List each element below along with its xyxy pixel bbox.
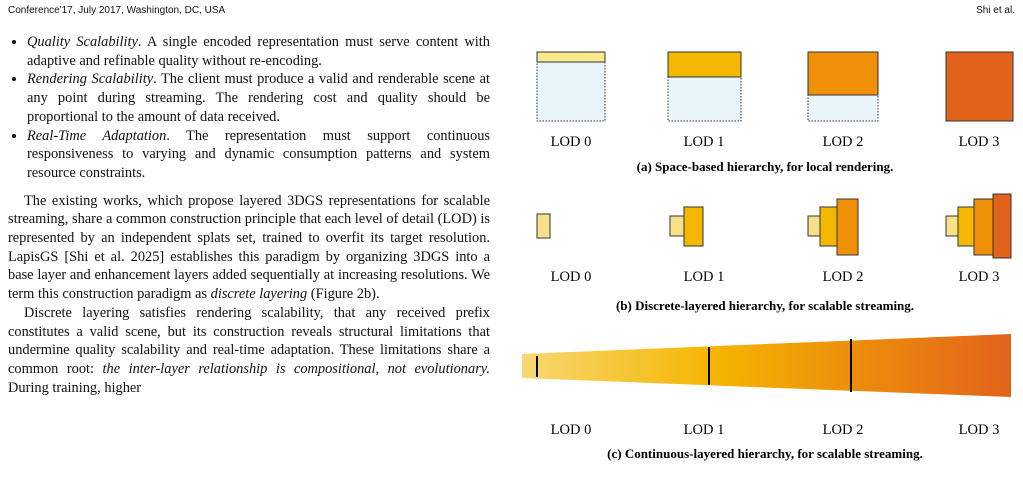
caption: (a) Space-based hierarchy, for local ren… bbox=[637, 159, 894, 174]
paragraph: Discrete layering satisfies rendering sc… bbox=[8, 304, 490, 398]
bullet-text: . The representation must support contin… bbox=[27, 127, 490, 181]
lod-label: LOD 1 bbox=[684, 269, 725, 285]
text-run: The existing works, which propose layere… bbox=[8, 192, 490, 303]
paragraph: The existing works, which propose layere… bbox=[8, 192, 490, 304]
header-venue: Conference'17, July 2017, Washington, DC… bbox=[8, 5, 226, 16]
bullet-item: Rendering Scalability. The client must p… bbox=[27, 70, 490, 126]
header-authors: Shi et al. bbox=[976, 5, 1015, 16]
bullet-term: Quality Scalability bbox=[27, 34, 138, 50]
panel-c bbox=[522, 334, 1011, 397]
lod-label: LOD 1 bbox=[684, 134, 725, 150]
lod-label: LOD 3 bbox=[959, 134, 1000, 150]
bullet-text: . The client must produce a valid and re… bbox=[27, 71, 490, 125]
text-run: (Figure 2b). bbox=[307, 286, 380, 303]
text-column: Quality Scalability. A single encoded re… bbox=[8, 33, 490, 397]
emphasis: discrete layering bbox=[210, 286, 308, 303]
lod-label: LOD 2 bbox=[823, 269, 864, 285]
panel-b bbox=[536, 193, 1012, 259]
lod-label: LOD 3 bbox=[959, 422, 1000, 438]
lod-label: LOD 2 bbox=[823, 422, 864, 438]
bullet-item: Real-Time Adaptation. The representation… bbox=[27, 127, 490, 183]
text-run: Discrete layering satisfies rendering sc… bbox=[8, 304, 490, 377]
bullet-term: Real-Time Adaptation bbox=[27, 127, 167, 144]
lod-label: LOD 0 bbox=[551, 269, 592, 285]
bullet-term: Rendering Scalability bbox=[27, 71, 154, 88]
bullet-text: . A single encoded representation must s… bbox=[27, 34, 490, 69]
lod-label: LOD 1 bbox=[684, 422, 725, 438]
bullet-list: Quality Scalability. A single encoded re… bbox=[8, 33, 490, 183]
figure: LOD 0 LOD 1 LOD 2 LOD 3 (a) Space-based … bbox=[522, 51, 1014, 461]
caption: (b) Discrete-layered hierarchy, for scal… bbox=[616, 298, 914, 313]
emphasis: the inter-layer relationship is composit… bbox=[102, 360, 490, 377]
lod-label: LOD 2 bbox=[823, 134, 864, 150]
lod-label: LOD 3 bbox=[959, 269, 1000, 285]
bullet-item: Quality Scalability. A single encoded re… bbox=[27, 33, 490, 70]
panel-a: LOD 0 LOD 1 LOD 2 LOD 3 (a) Space-based … bbox=[536, 51, 1014, 174]
lod-label: LOD 0 bbox=[551, 134, 592, 150]
lod-label: LOD 0 bbox=[551, 422, 592, 438]
text-run: During training, higher bbox=[8, 379, 142, 396]
caption: (c) Continuous-layered hierarchy, for sc… bbox=[607, 446, 923, 461]
